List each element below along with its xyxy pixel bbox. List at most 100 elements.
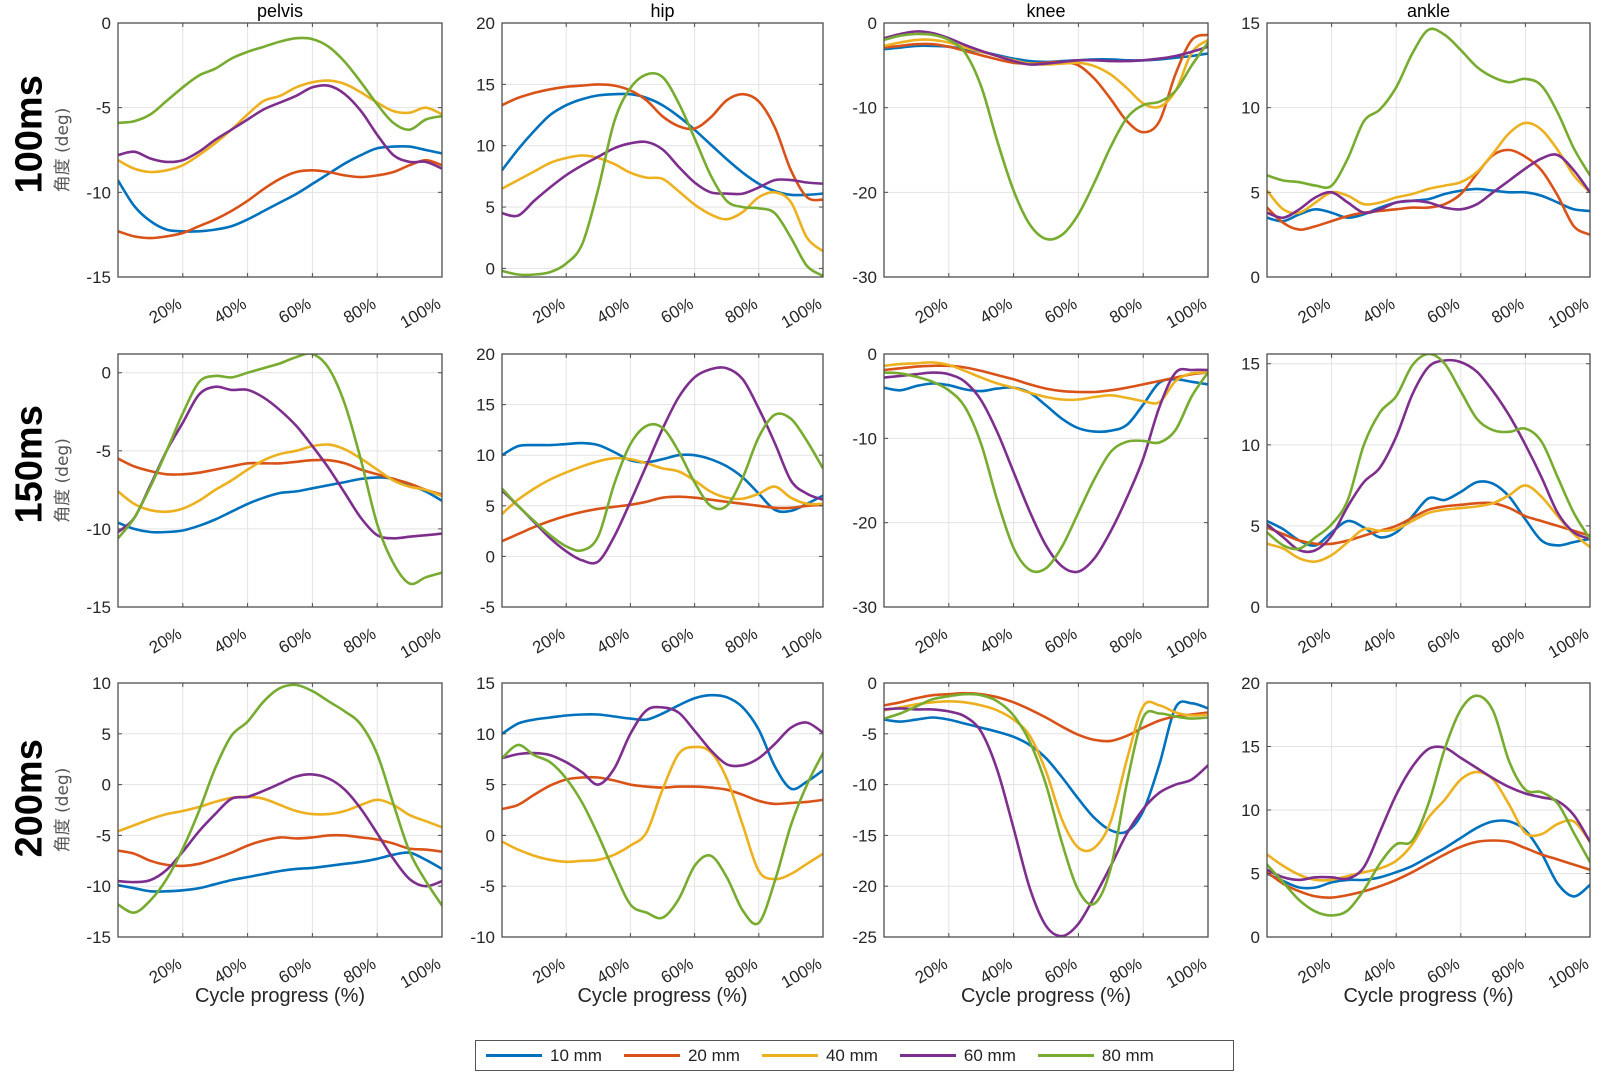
x-tick-label: 100% [1163,624,1210,662]
x-tick-label: 60% [658,624,697,657]
series-line-60mm [502,140,823,218]
y-tick-label: 20 [476,14,495,33]
x-tick-label: 60% [275,294,314,327]
series-line-40mm [884,361,1208,405]
series-line-40mm [502,154,823,253]
legend-label: 10 mm [550,1045,602,1065]
series-line-80mm [502,71,823,277]
y-tick-label: 0 [102,364,111,383]
series-line-80mm [118,683,442,914]
y-tick-label: 20 [1241,674,1260,693]
y-tick-label: 0 [868,345,877,364]
series-line-20mm [1267,839,1590,899]
y-tick-label: -5 [96,826,111,845]
legend-swatch-20mm [623,1054,680,1057]
subplot-100ms-pelvis: -15 -10 -5 0 20% 40% 60% 80% 100% pelvis 角度 (deg) [53,1,444,332]
x-tick-label: 40% [977,294,1016,327]
series-line-40mm [118,443,442,514]
legend-swatch-40mm [761,1054,818,1057]
series-line-80mm [118,354,442,586]
series-line-80mm [884,32,1208,241]
legend-swatch-10mm [486,1054,542,1057]
subplot-100ms-ankle: 0 5 10 15 20% 40% 60% 80% 100% ankle [1241,1,1592,332]
y-tick-label: -10 [86,520,111,539]
y-tick-label: 15 [1241,355,1260,374]
series-line-10mm [884,700,1208,835]
x-tick-label: 100% [1163,294,1210,332]
x-axis-label: Cycle progress (%) [961,985,1131,1007]
series-line-40mm [1267,121,1590,215]
y-tick-label: -10 [470,928,495,947]
y-tick-label: -10 [86,877,111,896]
y-tick-label: -10 [86,183,111,202]
subplot-150ms-knee: -30 -20 -10 0 20% 40% 60% 80% 100% [852,345,1210,662]
x-tick-label: 20% [146,624,185,657]
x-tick-label: 40% [211,294,250,327]
y-tick-label: 0 [1251,268,1260,287]
y-tick-label: 15 [476,396,495,415]
x-tick-label: 60% [275,954,314,987]
subplot-200ms-knee: -25 -20 -15 -10 -5 0 20% 40% 60% 80% 100% Cycle pro… [852,674,1210,1007]
y-tick-label: 10 [476,446,495,465]
axes-box [501,682,824,938]
x-tick-label: 40% [593,294,632,327]
axes-box [117,22,443,278]
x-tick-label: 20% [1295,294,1334,327]
y-tick-label: 0 [868,674,877,693]
row-label-100ms: 100ms [8,75,51,194]
axes-box [883,353,1209,608]
y-tick-label: 10 [476,137,495,156]
legend-swatch-60mm [899,1054,956,1057]
y-tick-label: 15 [1241,14,1260,33]
series-line-20mm [502,83,823,202]
y-tick-label: -10 [852,99,877,118]
series-line-60mm [1267,745,1590,882]
x-tick-label: 20% [1295,624,1334,657]
subplot-150ms-hip: -5 0 5 10 15 20 20% 40% 60% 80% 100% [476,345,825,662]
x-tick-label: 80% [1488,624,1527,657]
y-tick-label: -5 [480,598,495,617]
x-tick-label: 100% [1545,954,1592,992]
x-tick-label: 100% [1545,624,1592,662]
y-tick-label: 0 [868,14,877,33]
series-line-60mm [884,707,1208,937]
y-tick-label: 15 [476,75,495,94]
x-tick-label: 60% [1041,954,1080,987]
y-tick-label: 20 [476,345,495,364]
x-tick-label: 80% [1106,624,1145,657]
series-line-80mm [884,371,1208,574]
axes-box [883,682,1209,938]
series-line-60mm [118,773,442,888]
y-tick-label: -15 [86,268,111,287]
x-tick-label: 40% [977,954,1016,987]
x-tick-label: 100% [1545,294,1592,332]
legend-label: 40 mm [825,1045,878,1065]
y-tick-label: 5 [1251,865,1260,884]
x-tick-label: 40% [593,954,632,987]
x-tick-label: 80% [1106,954,1145,987]
y-tick-label: -5 [96,442,111,461]
subplot-title: ankle [1407,1,1450,21]
y-axis-label: 角度 (deg) [53,768,73,853]
y-tick-label: -10 [852,429,877,448]
x-tick-label: 60% [1041,624,1080,657]
y-tick-label: 5 [486,497,495,516]
series-line-20mm [884,691,1208,743]
series-line-40mm [502,456,823,516]
legend-item-20mm: 20 mm [623,1046,740,1066]
series-line-40mm [502,745,823,881]
y-tick-label: 0 [1251,598,1260,617]
x-tick-label: 80% [722,294,761,327]
series-line-60mm [884,367,1208,574]
subplot-100ms-hip: 0 5 10 15 20 20% 40% 60% 80% 100% hip [476,1,825,332]
x-tick-label: 20% [1295,954,1334,987]
series-line-40mm [1267,770,1590,882]
y-tick-label: 0 [1251,928,1260,947]
x-tick-label: 20% [912,294,951,327]
legend-swatch-80mm [1037,1054,1094,1057]
y-tick-label: -15 [852,826,877,845]
x-tick-label: 40% [593,624,632,657]
x-tick-label: 20% [529,954,568,987]
axes-box [501,353,824,608]
x-tick-label: 80% [1106,294,1145,327]
